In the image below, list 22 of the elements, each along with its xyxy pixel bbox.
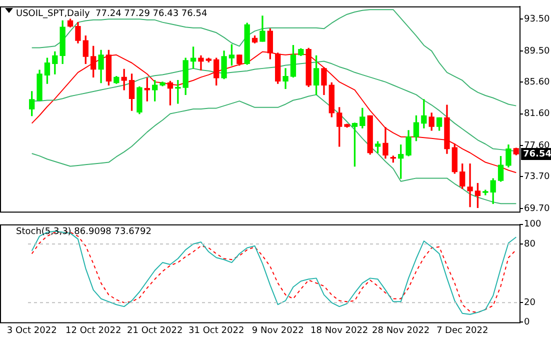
y-tick-label: 89.50 bbox=[524, 46, 550, 56]
y-tick-label: 81.60 bbox=[524, 109, 550, 120]
annotation: 76.54 bbox=[523, 149, 551, 160]
y-tick-label: 69.70 bbox=[524, 204, 550, 214]
x-tick-label: 9 Nov 2022 bbox=[252, 326, 304, 336]
x-tick-label: 18 Nov 2022 bbox=[310, 326, 368, 336]
y-tick-label: 80 bbox=[524, 239, 536, 250]
x-tick-label: 3 Oct 2022 bbox=[6, 326, 57, 336]
y-tick-label: 20 bbox=[524, 298, 536, 308]
y-tick-label: 73.70 bbox=[524, 172, 550, 182]
y-tick-label: 77.60 bbox=[524, 140, 550, 151]
y-tick-label: 93.50 bbox=[524, 14, 550, 24]
y-tick-label: 0 bbox=[524, 318, 530, 328]
x-tick-label: 12 Oct 2022 bbox=[66, 326, 122, 336]
x-tick-label: 28 Nov 2022 bbox=[372, 326, 430, 336]
chart-title: USOIL_SPT,Daily 77.24 77.29 76.43 76.54 bbox=[16, 9, 208, 20]
y-tick-label: 100 bbox=[524, 220, 542, 230]
chart-title: Stoch(5,3,3) 86.9098 73.6792 bbox=[16, 227, 152, 238]
x-tick-label: 21 Oct 2022 bbox=[127, 326, 183, 336]
y-tick-label: 85.60 bbox=[524, 77, 550, 88]
x-tick-label: 31 Oct 2022 bbox=[188, 326, 244, 336]
x-tick-label: 7 Dec 2022 bbox=[436, 326, 488, 336]
